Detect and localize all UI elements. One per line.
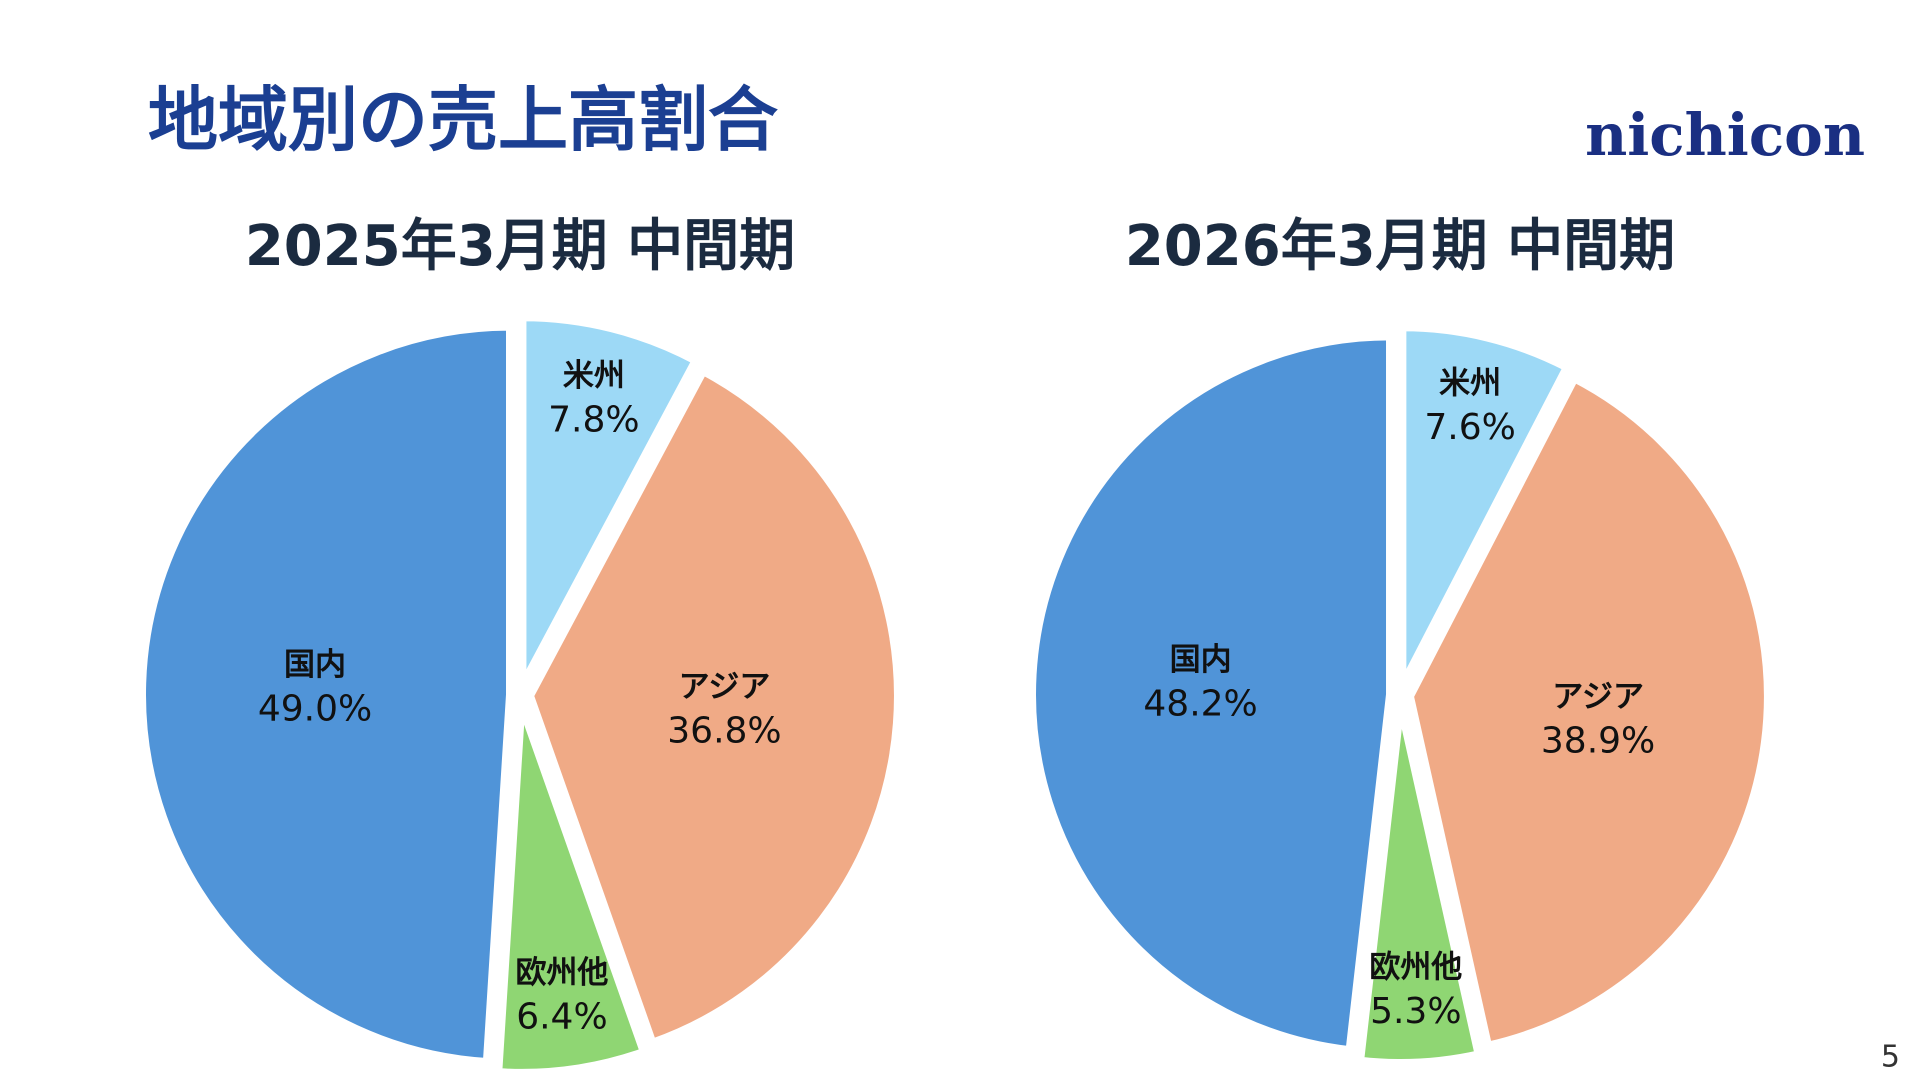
slice-value-label: 5.3% [1370,991,1461,1032]
chart-title: 2026年3月期 中間期 [1125,214,1675,279]
slice-category: 米州 [1439,366,1501,402]
page-number: 5 [1881,1040,1900,1075]
slice-value-label: 38.9% [1541,721,1655,762]
slice-value-label: 49.0% [258,689,372,730]
slice-category: アジア [1552,679,1644,715]
pie-slice [1028,332,1395,1055]
slice-value-label: 48.2% [1143,684,1257,725]
pie-slice [525,367,902,1047]
pie-slice [1405,374,1772,1050]
pie-slice [1356,700,1483,1067]
slice-value-label: 7.6% [1424,407,1515,448]
slice-value-label: 7.8% [548,400,639,441]
slice-category: アジア [679,669,771,705]
slice-category: 欧州他 [515,955,608,991]
pie-slice [518,313,700,690]
slice-value-label: 6.4% [516,996,607,1037]
slice-value-label: 36.8% [667,710,781,751]
slice-category: 国内 [1170,642,1232,678]
logo: nichicon [1585,101,1865,169]
slide-title: 地域別の売上高割合 [148,79,778,161]
chart-title: 2025年3月期 中間期 [245,214,795,279]
slice-category: 欧州他 [1369,949,1462,985]
pie-slice [494,700,648,1077]
pie-slice [138,322,515,1066]
pie-slice [1398,323,1571,690]
slice-category: 国内 [284,647,346,683]
slice-category: 米州 [563,358,625,394]
